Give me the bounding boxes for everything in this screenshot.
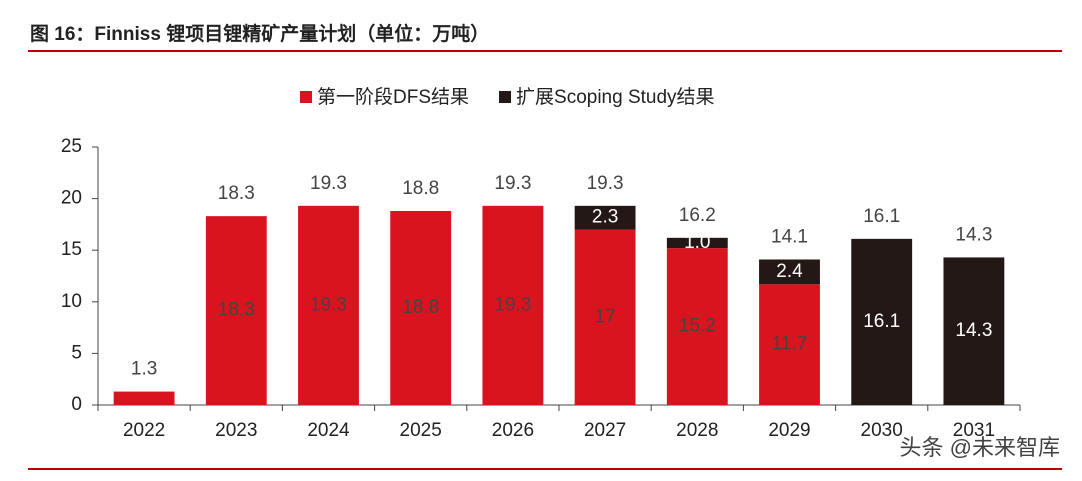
y-tick-label: 5 bbox=[71, 342, 82, 363]
legend-label: 扩展Scoping Study结果 bbox=[516, 86, 715, 108]
total-label: 19.3 bbox=[310, 173, 347, 194]
bar-label: 19.3 bbox=[310, 294, 347, 315]
y-tick-label: 25 bbox=[61, 136, 82, 157]
bar-segment bbox=[759, 284, 820, 405]
bar-segment bbox=[298, 205, 359, 405]
bar-segment bbox=[666, 237, 728, 249]
bar-segment bbox=[666, 248, 728, 405]
bar-label: 11.7 bbox=[772, 334, 808, 355]
legend-swatch bbox=[499, 91, 512, 103]
total-label: 16.1 bbox=[863, 206, 900, 227]
bar-segment bbox=[390, 210, 452, 405]
bar-label: 14.3 bbox=[955, 320, 992, 341]
x-tick-label: 2031 bbox=[953, 420, 995, 441]
bar-label: 16.1 bbox=[863, 311, 900, 332]
x-tick-label: 2029 bbox=[768, 420, 810, 441]
y-tick-label: 0 bbox=[71, 394, 82, 415]
legend-label: 第一阶段DFS结果 bbox=[317, 86, 469, 108]
x-tick-label: 2025 bbox=[400, 420, 442, 441]
total-label: 16.2 bbox=[679, 205, 716, 226]
bar-segment bbox=[113, 391, 175, 405]
x-tick-label: 2027 bbox=[584, 420, 626, 441]
bar-label: 18.3 bbox=[218, 300, 255, 321]
y-tick-label: 20 bbox=[61, 188, 82, 209]
total-label: 18.3 bbox=[218, 183, 255, 204]
bar-segment bbox=[943, 257, 1005, 405]
bar-label: 15.2 bbox=[679, 316, 716, 337]
bar-segment bbox=[851, 238, 913, 405]
bar-segment bbox=[482, 205, 544, 405]
legend-swatch bbox=[300, 91, 312, 103]
total-label: 14.3 bbox=[955, 224, 992, 245]
x-tick-label: 2024 bbox=[307, 420, 350, 441]
bar-segment bbox=[759, 259, 820, 285]
bar-label: 1.0 bbox=[684, 232, 710, 253]
bar-label: 2.4 bbox=[776, 261, 803, 282]
bar-label: 19.3 bbox=[494, 294, 531, 315]
total-label: 19.3 bbox=[587, 173, 624, 194]
bar-label: 2.3 bbox=[592, 207, 618, 228]
chart-title: 图 16：Finniss 锂项目锂精矿产量计划（单位：万吨） bbox=[30, 22, 489, 45]
x-tick-label: 2023 bbox=[215, 420, 257, 441]
x-tick-label: 2028 bbox=[676, 420, 718, 441]
y-tick-label: 10 bbox=[61, 291, 82, 312]
y-tick-label: 15 bbox=[61, 239, 82, 260]
x-tick-label: 2022 bbox=[123, 420, 165, 441]
x-tick-label: 2030 bbox=[861, 420, 903, 441]
bar-label: 18.8 bbox=[402, 297, 439, 318]
bar-label: 17 bbox=[595, 306, 616, 327]
watermark: 头条 @未来智库 bbox=[900, 435, 1060, 460]
x-tick-label: 2026 bbox=[492, 420, 534, 441]
bar-segment bbox=[574, 229, 636, 405]
total-label: 1.3 bbox=[131, 359, 157, 380]
bar-segment bbox=[574, 205, 636, 230]
total-label: 14.1 bbox=[771, 227, 808, 248]
bar-segment bbox=[205, 216, 267, 405]
total-label: 19.3 bbox=[494, 173, 531, 194]
total-label: 18.8 bbox=[402, 178, 439, 199]
